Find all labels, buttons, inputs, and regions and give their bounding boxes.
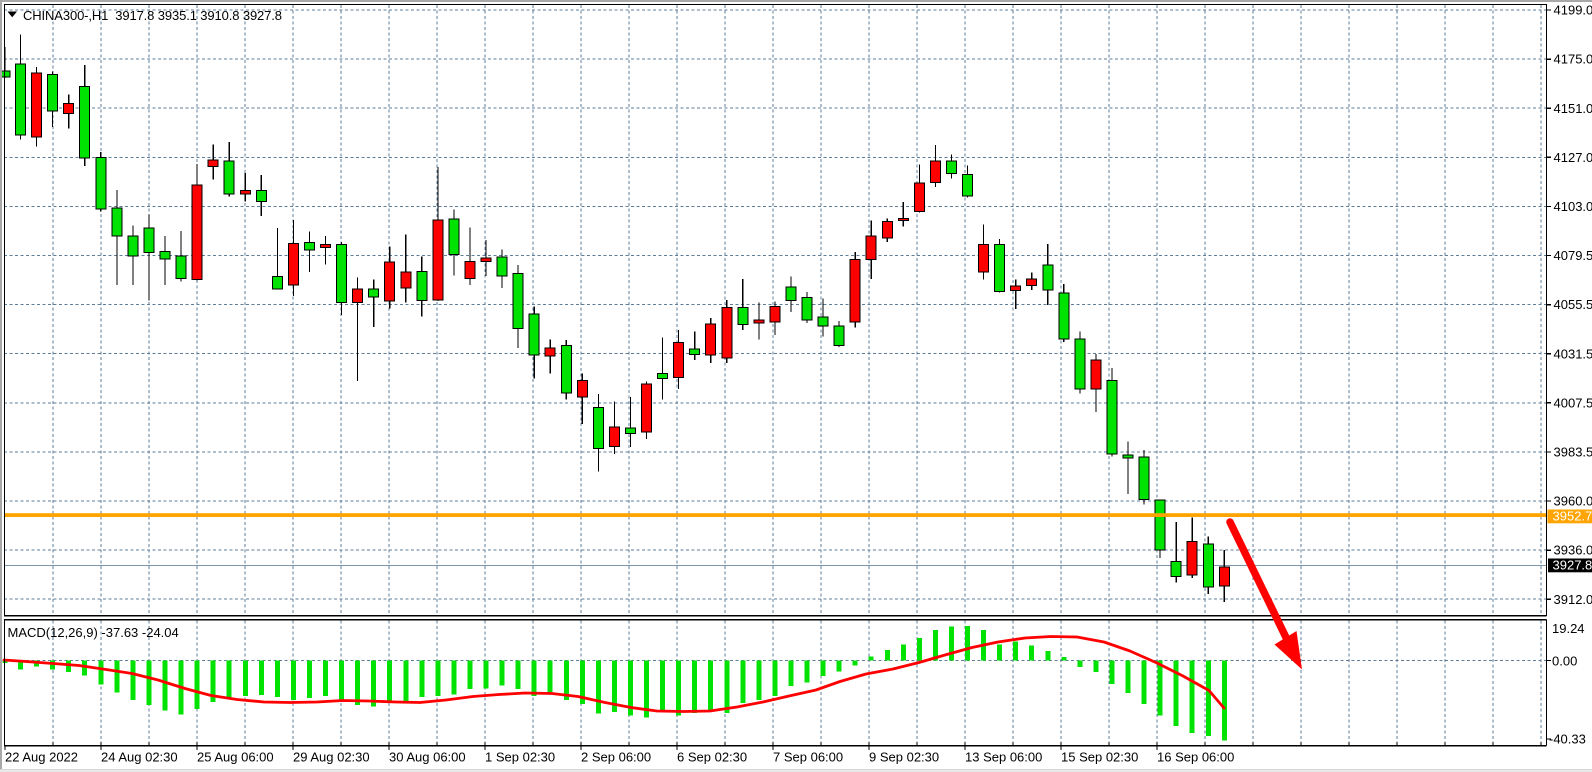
svg-text:3936.0: 3936.0 (1554, 543, 1592, 558)
svg-text:22 Aug 2022: 22 Aug 2022 (5, 750, 78, 765)
svg-text:29 Aug 02:30: 29 Aug 02:30 (293, 750, 370, 765)
svg-text:6 Sep 02:30: 6 Sep 02:30 (677, 750, 747, 765)
svg-text:3927.8: 3927.8 (1553, 558, 1592, 573)
svg-text:4079.5: 4079.5 (1554, 248, 1592, 263)
svg-text:7 Sep 06:00: 7 Sep 06:00 (773, 750, 843, 765)
svg-text:9 Sep 02:30: 9 Sep 02:30 (869, 750, 939, 765)
svg-text:15 Sep 02:30: 15 Sep 02:30 (1061, 750, 1138, 765)
svg-text:-40.33: -40.33 (1549, 732, 1586, 747)
svg-text:24 Aug 02:30: 24 Aug 02:30 (101, 750, 178, 765)
svg-text:16 Sep 06:00: 16 Sep 06:00 (1157, 750, 1234, 765)
svg-text:CHINA300-,H1 3917.8 3935.1 39: CHINA300-,H1 3917.8 3935.1 3910.8 3927.8 (23, 8, 282, 23)
svg-text:4151.0: 4151.0 (1554, 101, 1592, 116)
svg-text:4175.0: 4175.0 (1554, 52, 1592, 67)
svg-text:25 Aug 06:00: 25 Aug 06:00 (197, 750, 274, 765)
svg-text:4031.5: 4031.5 (1554, 346, 1592, 361)
svg-text:3952.7: 3952.7 (1553, 509, 1592, 524)
svg-text:3912.0: 3912.0 (1554, 592, 1592, 607)
svg-text:4199.0: 4199.0 (1554, 3, 1592, 18)
svg-text:4007.5: 4007.5 (1554, 395, 1592, 410)
svg-text:MACD(12,26,9) -37.63 -24.04: MACD(12,26,9) -37.63 -24.04 (8, 625, 179, 640)
svg-text:13 Sep 06:00: 13 Sep 06:00 (965, 750, 1042, 765)
svg-text:3960.0: 3960.0 (1554, 494, 1592, 509)
svg-text:4055.5: 4055.5 (1554, 297, 1592, 312)
svg-text:1 Sep 02:30: 1 Sep 02:30 (485, 750, 555, 765)
svg-text:4103.0: 4103.0 (1554, 199, 1592, 214)
svg-text:2 Sep 06:00: 2 Sep 06:00 (581, 750, 651, 765)
svg-text:19.24: 19.24 (1552, 621, 1585, 636)
svg-text:4127.0: 4127.0 (1554, 150, 1592, 165)
svg-text:3983.5: 3983.5 (1554, 445, 1592, 460)
svg-text:30 Aug 06:00: 30 Aug 06:00 (389, 750, 466, 765)
svg-text:0.00: 0.00 (1552, 654, 1577, 669)
